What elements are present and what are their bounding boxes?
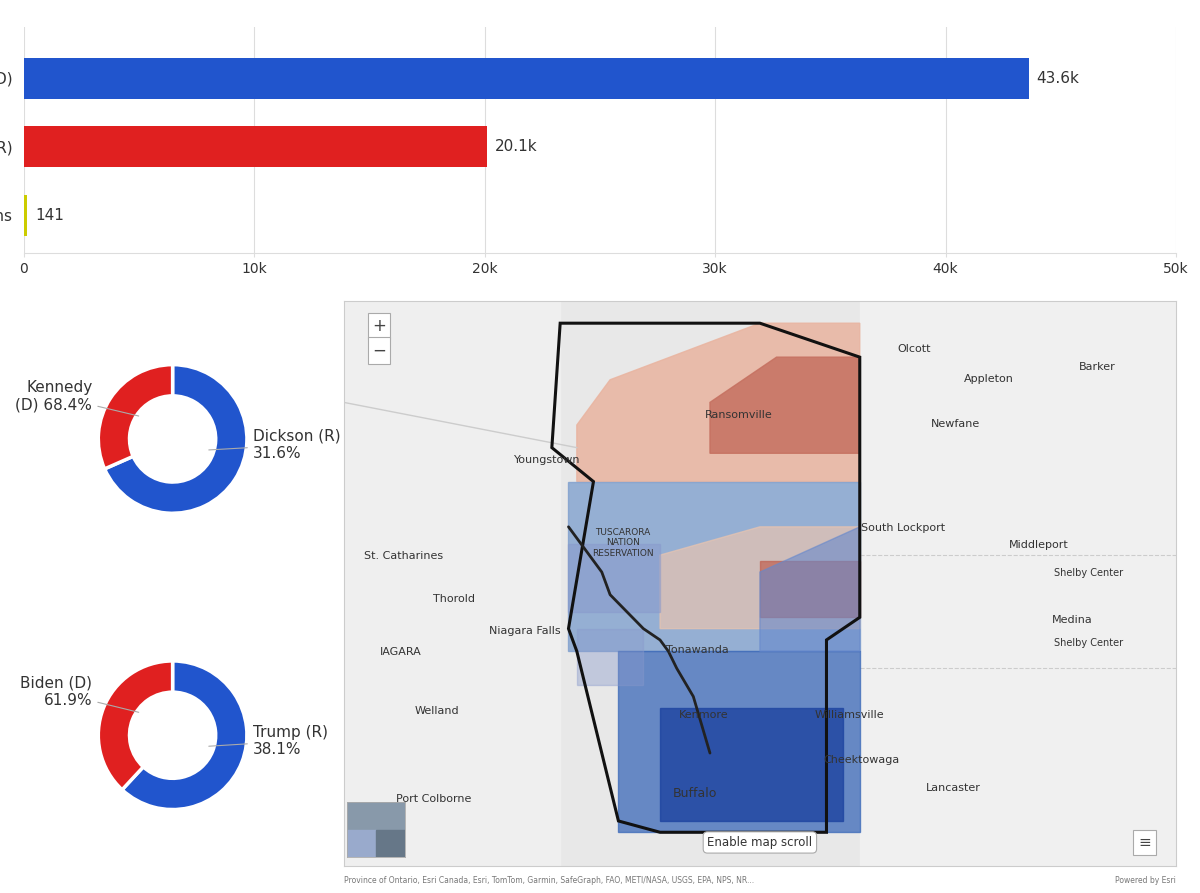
Text: Youngstown: Youngstown xyxy=(515,455,581,465)
Text: 141: 141 xyxy=(35,208,64,223)
Text: 20.1k: 20.1k xyxy=(496,139,538,154)
Text: Williamsville: Williamsville xyxy=(815,710,884,720)
Text: Ransomville: Ransomville xyxy=(706,410,773,420)
Text: Lancaster: Lancaster xyxy=(925,783,980,793)
Bar xyxy=(24,58,1028,99)
Text: Newfane: Newfane xyxy=(931,419,980,429)
Wedge shape xyxy=(104,364,247,513)
Bar xyxy=(348,830,377,857)
Text: Niagara Falls: Niagara Falls xyxy=(490,627,562,637)
Text: St. Catharines: St. Catharines xyxy=(364,551,443,561)
Text: South Lockport: South Lockport xyxy=(860,523,946,533)
Text: Shelby Center: Shelby Center xyxy=(1054,568,1123,578)
Text: TUSCARORA
NATION
RESERVATION: TUSCARORA NATION RESERVATION xyxy=(592,528,654,557)
Polygon shape xyxy=(577,323,859,481)
Text: Medina: Medina xyxy=(1051,615,1092,625)
Text: +: + xyxy=(372,317,385,335)
Bar xyxy=(859,301,1176,866)
Text: Kenmore: Kenmore xyxy=(678,710,728,720)
Bar xyxy=(377,830,406,857)
Text: Biden (D)
61.9%: Biden (D) 61.9% xyxy=(20,676,139,713)
Bar xyxy=(660,708,844,821)
Polygon shape xyxy=(760,527,859,651)
Text: Kennedy
(D) 68.4%: Kennedy (D) 68.4% xyxy=(16,380,139,416)
Polygon shape xyxy=(660,527,859,629)
Bar xyxy=(577,629,643,685)
Text: Thorold: Thorold xyxy=(433,594,475,605)
Wedge shape xyxy=(122,661,247,810)
Wedge shape xyxy=(98,661,173,789)
Text: Enable map scroll: Enable map scroll xyxy=(707,836,812,849)
Text: Middleport: Middleport xyxy=(1009,540,1068,550)
Text: Olcott: Olcott xyxy=(898,344,931,354)
Text: Powered by Esri: Powered by Esri xyxy=(1115,876,1176,885)
Text: −: − xyxy=(372,341,385,359)
Text: Cheektowaga: Cheektowaga xyxy=(823,755,900,765)
Wedge shape xyxy=(98,364,173,469)
Bar xyxy=(24,195,28,236)
Text: Port Colborne: Port Colborne xyxy=(396,795,472,805)
Polygon shape xyxy=(710,357,859,454)
Bar xyxy=(760,561,859,617)
Text: Barker: Barker xyxy=(1079,363,1115,372)
Bar xyxy=(344,301,560,866)
Text: Shelby Center: Shelby Center xyxy=(1054,638,1123,647)
Text: Welland: Welland xyxy=(415,705,460,715)
Text: Province of Ontario, Esri Canada, Esri, TomTom, Garmin, SafeGraph, FAO, METI/NAS: Province of Ontario, Esri Canada, Esri, … xyxy=(344,876,754,885)
Polygon shape xyxy=(618,651,859,832)
Text: Dickson (R)
31.6%: Dickson (R) 31.6% xyxy=(209,429,341,461)
Text: Tonawanda: Tonawanda xyxy=(666,645,728,655)
Polygon shape xyxy=(569,481,859,651)
Text: ≡: ≡ xyxy=(1138,835,1151,850)
Text: 43.6k: 43.6k xyxy=(1037,71,1080,86)
Text: Buffalo: Buffalo xyxy=(673,788,718,800)
Text: Appleton: Appleton xyxy=(964,373,1014,384)
Bar xyxy=(348,802,406,830)
Bar xyxy=(569,544,660,612)
Bar xyxy=(24,126,487,167)
Text: IAGARA: IAGARA xyxy=(379,647,421,657)
Text: Trump (R)
38.1%: Trump (R) 38.1% xyxy=(209,725,328,757)
